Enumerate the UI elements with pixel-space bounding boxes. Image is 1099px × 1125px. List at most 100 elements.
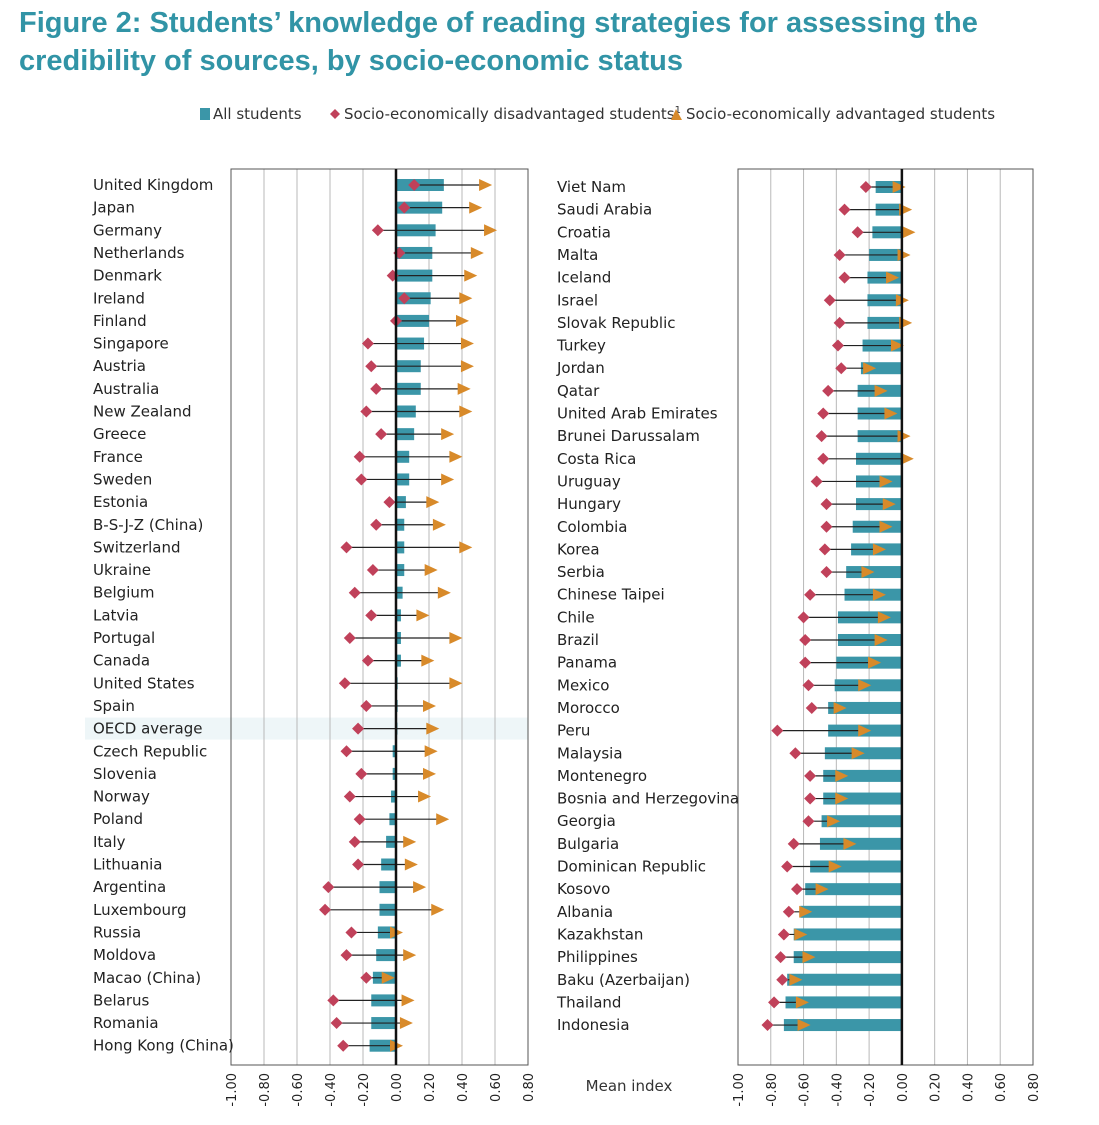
disadvantaged-marker (337, 1039, 350, 1052)
disadvantaged-marker (398, 292, 411, 305)
country-label: Bosnia and Herzegovina (557, 790, 739, 808)
country-label: Belarus (93, 991, 150, 1009)
country-label: OECD average (93, 720, 202, 738)
advantaged-marker (794, 928, 808, 941)
advantaged-marker (874, 634, 888, 646)
disadvantaged-marker (360, 405, 373, 418)
bar-all-students (823, 769, 902, 782)
disadvantaged-marker (348, 586, 361, 599)
country-label: Slovak Republic (557, 314, 676, 332)
country-label: Japan (92, 199, 135, 217)
country-label: Serbia (557, 563, 605, 581)
disadvantaged-marker (355, 473, 368, 486)
x-tick-label: 0.00 (390, 1073, 405, 1102)
country-label: Brazil (557, 631, 599, 649)
advantaged-marker (484, 224, 498, 237)
advantaged-marker (795, 996, 809, 1009)
advantaged-marker (897, 248, 911, 261)
advantaged-marker (851, 747, 865, 760)
disadvantaged-marker (340, 541, 353, 554)
disadvantaged-marker (781, 860, 794, 873)
country-label: Latvia (93, 606, 139, 624)
country-label: Singapore (93, 335, 169, 353)
country-label: Thailand (556, 993, 621, 1011)
disadvantaged-marker (787, 837, 800, 850)
disadvantaged-marker (820, 498, 833, 511)
legend-all-swatch (200, 108, 210, 120)
x-tick-label: 0.20 (929, 1073, 944, 1102)
advantaged-marker (403, 835, 417, 848)
disadvantaged-marker (348, 835, 361, 848)
legend-all-label: All students (213, 105, 302, 123)
disadvantaged-marker (371, 224, 384, 237)
chart-panel-left: United Kingdom Japan Germany Netherlands Den… (85, 168, 537, 1107)
advantaged-marker (424, 745, 438, 758)
x-tick-label: -0.80 (258, 1073, 273, 1107)
bar-all-students (783, 1019, 902, 1032)
country-label: Costa Rica (557, 450, 636, 468)
country-label: Indonesia (557, 1016, 630, 1034)
country-label: Qatar (557, 382, 600, 400)
country-label: Malta (557, 246, 598, 264)
advantaged-marker (456, 314, 469, 327)
bar-all-students (805, 883, 902, 896)
advantaged-marker (835, 769, 849, 782)
x-tick-label: -0.60 (798, 1073, 813, 1107)
disadvantaged-marker (804, 792, 817, 805)
country-label: Russia (93, 923, 141, 941)
disadvantaged-marker (370, 382, 383, 395)
advantaged-marker (827, 815, 841, 828)
bar-all-students (793, 928, 902, 941)
country-label: Luxembourg (93, 901, 187, 919)
disadvantaged-marker (761, 1019, 774, 1032)
legend-disadvantaged-label: Socio-economically disadvantaged student… (344, 105, 681, 123)
advantaged-marker (441, 473, 455, 486)
country-label: Chinese Taipei (557, 586, 665, 604)
country-label: Germany (93, 221, 162, 239)
advantaged-marker (426, 722, 440, 735)
panels: United Kingdom Japan Germany Netherlands Den… (85, 168, 1042, 1107)
advantaged-marker (828, 860, 842, 873)
disadvantaged-marker (361, 654, 374, 667)
advantaged-marker (459, 541, 473, 554)
advantaged-marker (872, 543, 886, 556)
country-label: Morocco (557, 699, 620, 717)
advantaged-marker (858, 679, 872, 692)
advantaged-marker (872, 588, 886, 601)
disadvantaged-marker (340, 949, 353, 962)
advantaged-marker (884, 407, 898, 420)
advantaged-marker (449, 450, 463, 463)
advantaged-marker (874, 384, 888, 397)
x-axis-label: Mean index (586, 1077, 673, 1095)
country-label: Hong Kong (China) (93, 1037, 234, 1055)
disadvantaged-marker (791, 883, 803, 896)
plot-frame (737, 168, 1034, 1066)
advantaged-marker (423, 699, 436, 712)
x-tick-label: -1.00 (732, 1073, 747, 1107)
country-label: France (93, 448, 143, 466)
advantaged-marker (815, 883, 829, 896)
country-label: Uruguay (557, 472, 621, 490)
x-tick-label: 0.20 (423, 1073, 438, 1102)
advantaged-marker (861, 566, 875, 579)
advantaged-marker (797, 1019, 811, 1032)
disadvantaged-marker (345, 926, 358, 939)
disadvantaged-marker (833, 316, 846, 329)
disadvantaged-marker (823, 294, 836, 307)
country-label: Lithuania (93, 856, 162, 874)
disadvantaged-marker (822, 384, 835, 397)
disadvantaged-marker (322, 881, 335, 894)
advantaged-marker (868, 656, 882, 669)
disadvantaged-marker (776, 973, 789, 986)
disadvantaged-marker (366, 564, 379, 577)
country-label: Portugal (93, 629, 155, 647)
x-tick-label: 0.80 (1027, 1073, 1042, 1102)
x-tick-label: -0.80 (765, 1073, 780, 1107)
disadvantaged-marker (360, 699, 373, 712)
country-label: Jordan (556, 359, 605, 377)
disadvantaged-marker (398, 201, 411, 214)
advantaged-marker (879, 475, 893, 488)
country-label: Estonia (93, 493, 148, 511)
country-label: Romania (93, 1014, 159, 1032)
